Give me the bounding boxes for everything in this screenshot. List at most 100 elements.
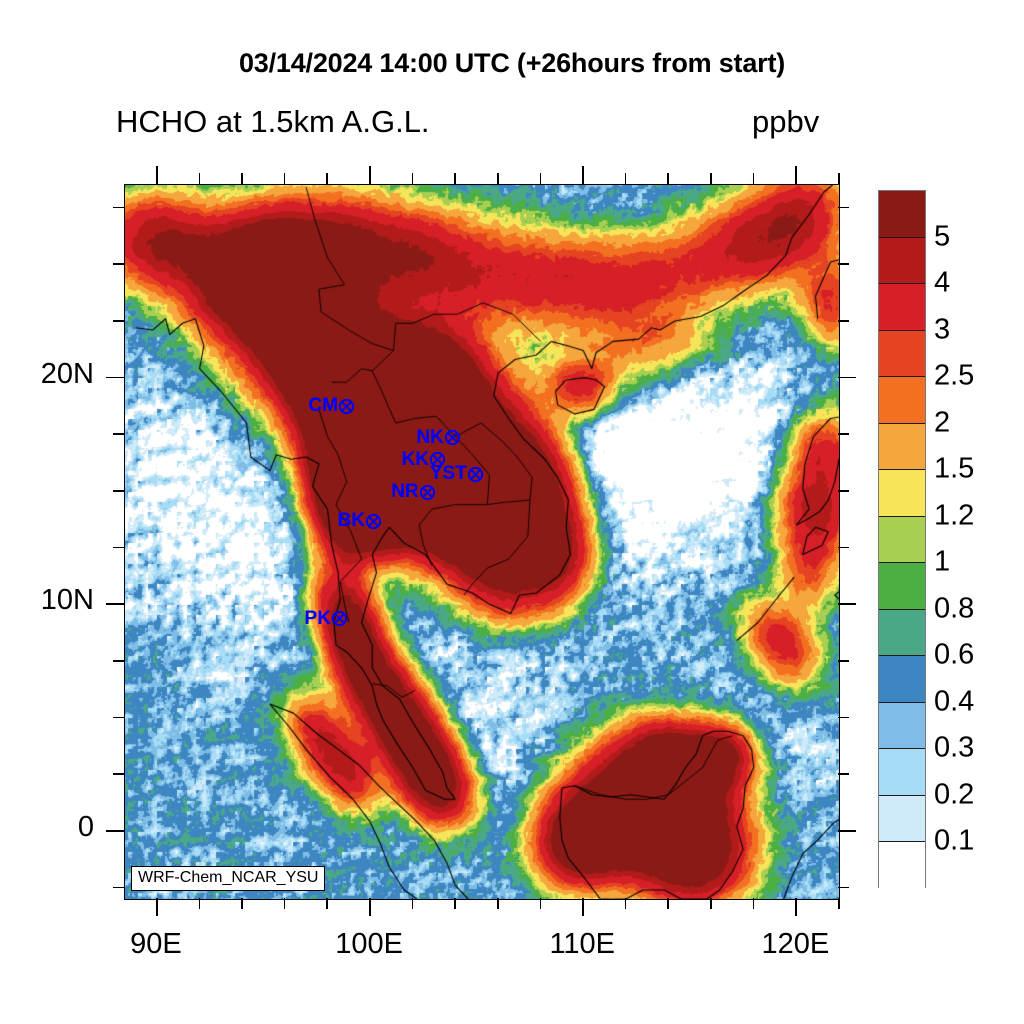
axis-tick bbox=[106, 376, 124, 379]
colorbar[interactable] bbox=[878, 190, 926, 889]
axis-tick bbox=[838, 886, 849, 889]
axis-tick bbox=[838, 898, 840, 909]
axis-tick bbox=[241, 898, 243, 909]
axis-tick bbox=[198, 898, 201, 909]
city-marker-cm[interactable]: CM bbox=[308, 395, 355, 417]
map-plot-area[interactable]: CM NK KK YST NR BK PK WRF-Chem_NCAR_YSU bbox=[124, 184, 840, 900]
axis-tick bbox=[113, 546, 124, 549]
colorbar-band bbox=[879, 656, 925, 703]
circled-x-icon bbox=[365, 513, 382, 530]
axis-tick bbox=[795, 898, 797, 916]
city-label: BK bbox=[337, 510, 366, 531]
x-axis-tick-label: 110E bbox=[549, 928, 616, 960]
axis-tick bbox=[539, 173, 542, 184]
colorbar-tick-label: 4 bbox=[934, 266, 951, 299]
axis-tick bbox=[326, 898, 329, 909]
colorbar-tick-label: 1 bbox=[934, 545, 951, 578]
circled-x-icon bbox=[444, 429, 461, 446]
colorbar-tick-label: 2 bbox=[934, 406, 951, 439]
axis-tick bbox=[113, 773, 124, 775]
axis-tick bbox=[106, 830, 124, 832]
colorbar-band bbox=[879, 795, 925, 843]
axis-tick bbox=[795, 166, 797, 184]
model-watermark: WRF-Chem_NCAR_YSU bbox=[131, 866, 326, 891]
axis-tick bbox=[838, 320, 849, 322]
units-label: ppbv bbox=[752, 104, 820, 139]
axis-tick bbox=[710, 898, 712, 909]
axis-tick bbox=[624, 173, 627, 184]
city-marker-nr[interactable]: NR bbox=[391, 481, 435, 503]
coastline-overlay bbox=[125, 185, 839, 899]
axis-tick bbox=[155, 898, 158, 916]
y-axis-tick-label: 20N bbox=[40, 357, 94, 390]
city-marker-yst[interactable]: YST bbox=[430, 463, 484, 485]
colorbar-band bbox=[879, 284, 925, 331]
colorbar-tick-label: 3 bbox=[934, 313, 951, 346]
axis-tick bbox=[838, 603, 856, 605]
colorbar-band bbox=[879, 516, 925, 564]
circled-x-icon bbox=[467, 466, 484, 483]
axis-tick bbox=[113, 433, 124, 435]
axis-tick bbox=[283, 173, 286, 184]
axis-tick bbox=[241, 173, 243, 184]
axis-tick bbox=[113, 263, 124, 265]
city-label: NR bbox=[391, 481, 419, 503]
city-label: PK bbox=[304, 607, 331, 629]
city-label: YST bbox=[429, 463, 467, 485]
axis-tick bbox=[283, 898, 286, 909]
colorbar-tick-label: 2.5 bbox=[934, 359, 975, 392]
circled-x-icon bbox=[338, 398, 355, 415]
axis-tick bbox=[539, 898, 542, 909]
axis-tick bbox=[752, 898, 755, 909]
axis-tick bbox=[198, 173, 201, 184]
axis-tick bbox=[113, 490, 124, 492]
axis-tick bbox=[752, 173, 755, 184]
axis-tick bbox=[838, 206, 849, 209]
x-axis-tick-label: 120E bbox=[761, 928, 830, 960]
axis-tick bbox=[838, 546, 849, 549]
axis-tick bbox=[113, 660, 124, 662]
page-title: 03/14/2024 14:00 UTC (+26hours from star… bbox=[238, 48, 786, 78]
axis-tick bbox=[838, 830, 856, 832]
colorbar-tick-label: 5 bbox=[934, 220, 951, 253]
city-label: NK bbox=[416, 426, 444, 448]
circled-x-icon bbox=[429, 451, 446, 468]
axis-tick bbox=[411, 898, 414, 909]
axis-tick bbox=[454, 173, 456, 184]
city-label: CM bbox=[308, 395, 338, 417]
y-axis-tick-label: 10N bbox=[40, 584, 94, 617]
colorbar-band bbox=[879, 237, 925, 285]
circled-x-icon bbox=[419, 484, 436, 501]
city-marker-kk[interactable]: KK bbox=[402, 449, 446, 471]
city-label: KK bbox=[401, 448, 430, 470]
variable-title: HCHO at 1.5km A.G.L. bbox=[116, 104, 430, 139]
colorbar-band bbox=[879, 470, 925, 517]
axis-tick bbox=[838, 660, 849, 662]
axis-tick bbox=[838, 490, 849, 492]
colorbar-band bbox=[879, 563, 925, 610]
axis-tick bbox=[624, 898, 627, 909]
axis-tick bbox=[496, 173, 499, 184]
colorbar-band bbox=[879, 702, 925, 750]
axis-tick bbox=[369, 166, 371, 184]
axis-tick bbox=[369, 898, 371, 916]
circled-x-icon bbox=[331, 610, 348, 627]
colorbar-tick-label: 1.5 bbox=[934, 452, 975, 485]
axis-tick bbox=[582, 166, 584, 184]
y-axis-tick-label: 0 bbox=[77, 811, 94, 843]
colorbar-band bbox=[879, 423, 925, 471]
axis-tick bbox=[113, 886, 124, 889]
colorbar-tick-label: 0.8 bbox=[934, 592, 975, 625]
x-axis-tick-label: 100E bbox=[335, 928, 403, 960]
colorbar-tick-label: 0.6 bbox=[934, 638, 975, 671]
axis-tick bbox=[838, 376, 856, 379]
colorbar-tick-label: 0.4 bbox=[934, 685, 975, 718]
city-marker-pk[interactable]: PK bbox=[305, 608, 348, 630]
city-marker-bk[interactable]: BK bbox=[338, 510, 382, 532]
colorbar-tick-label: 0.1 bbox=[934, 824, 975, 857]
axis-tick bbox=[411, 173, 414, 184]
city-marker-nk[interactable]: NK bbox=[416, 427, 460, 449]
axis-tick bbox=[113, 320, 124, 322]
axis-tick bbox=[667, 173, 670, 184]
colorbar-band bbox=[879, 377, 925, 424]
